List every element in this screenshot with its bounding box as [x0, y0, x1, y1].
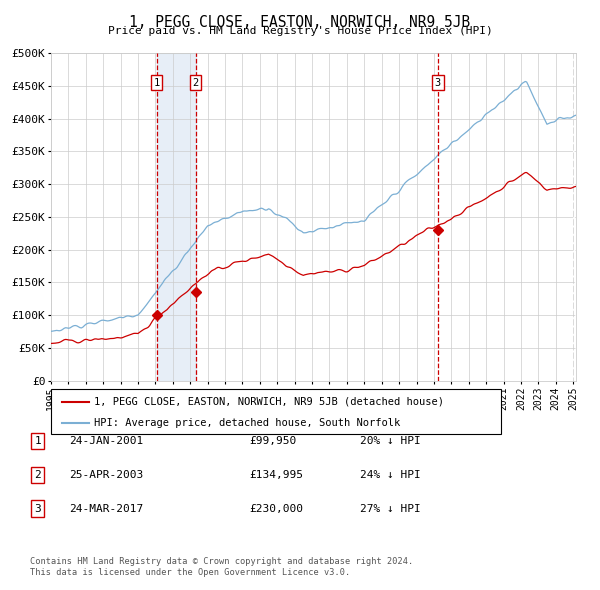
Text: 25-APR-2003: 25-APR-2003	[69, 470, 143, 480]
Text: 24-JAN-2001: 24-JAN-2001	[69, 437, 143, 446]
FancyBboxPatch shape	[51, 389, 501, 434]
Text: 1: 1	[34, 437, 41, 446]
Text: 24-MAR-2017: 24-MAR-2017	[69, 504, 143, 513]
Text: 2: 2	[34, 470, 41, 480]
Text: 24% ↓ HPI: 24% ↓ HPI	[360, 470, 421, 480]
Bar	[157, 53, 196, 381]
Text: £134,995: £134,995	[249, 470, 303, 480]
Text: 3: 3	[435, 77, 441, 87]
Text: Contains HM Land Registry data © Crown copyright and database right 2024.: Contains HM Land Registry data © Crown c…	[30, 558, 413, 566]
Text: 1, PEGG CLOSE, EASTON, NORWICH, NR9 5JB (detached house): 1, PEGG CLOSE, EASTON, NORWICH, NR9 5JB …	[94, 397, 444, 407]
Bar	[573, 53, 576, 381]
Text: Price paid vs. HM Land Registry's House Price Index (HPI): Price paid vs. HM Land Registry's House …	[107, 26, 493, 36]
Text: 1: 1	[154, 77, 160, 87]
Text: 20% ↓ HPI: 20% ↓ HPI	[360, 437, 421, 446]
Text: £230,000: £230,000	[249, 504, 303, 513]
Text: 3: 3	[34, 504, 41, 513]
Text: 2: 2	[193, 77, 199, 87]
Text: 1, PEGG CLOSE, EASTON, NORWICH, NR9 5JB: 1, PEGG CLOSE, EASTON, NORWICH, NR9 5JB	[130, 15, 470, 30]
Text: HPI: Average price, detached house, South Norfolk: HPI: Average price, detached house, Sout…	[94, 418, 400, 428]
Text: £99,950: £99,950	[249, 437, 296, 446]
Text: This data is licensed under the Open Government Licence v3.0.: This data is licensed under the Open Gov…	[30, 568, 350, 577]
Text: 27% ↓ HPI: 27% ↓ HPI	[360, 504, 421, 513]
